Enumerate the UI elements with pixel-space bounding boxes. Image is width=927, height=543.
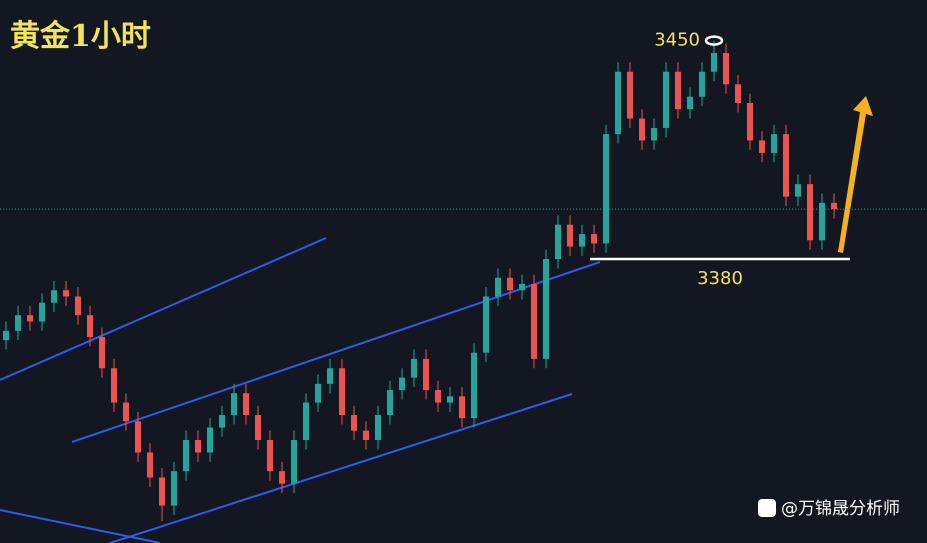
candle-body	[291, 440, 297, 484]
candle-body	[771, 134, 777, 153]
candle-body	[627, 71, 633, 119]
trend-line	[0, 237, 327, 381]
candle-body	[699, 71, 705, 97]
candle-body	[171, 471, 177, 506]
candle-body	[63, 290, 69, 297]
candle-body	[207, 427, 213, 453]
candle-body	[75, 296, 81, 316]
candle-body	[159, 477, 165, 506]
candle-body	[543, 259, 549, 359]
candle-body	[279, 471, 285, 484]
arrow	[838, 96, 873, 253]
candle-body	[255, 415, 261, 441]
candle-body	[663, 71, 669, 128]
candle-body	[15, 315, 21, 331]
candle-body	[711, 53, 717, 72]
trend-line	[71, 261, 601, 443]
candle-body	[807, 184, 813, 241]
trend-line	[0, 509, 161, 543]
candle-body	[795, 184, 801, 197]
candle-body	[507, 277, 513, 291]
candle-body	[219, 415, 225, 428]
candle-body	[567, 224, 573, 247]
candle-body	[675, 71, 681, 110]
candle-body	[339, 368, 345, 416]
candle-body	[615, 71, 621, 135]
candle-body	[819, 202, 825, 241]
candle-body	[147, 452, 153, 478]
watermark: @万锦晟分析师	[758, 499, 900, 519]
candle-body	[579, 234, 585, 247]
candle-body	[195, 440, 201, 453]
candle-body	[411, 358, 417, 378]
candle-body	[87, 315, 93, 338]
candle-body	[831, 202, 837, 210]
candle-body	[135, 421, 141, 453]
candle-body	[315, 383, 321, 403]
candle-body	[375, 415, 381, 441]
peak-label: 3450	[654, 30, 700, 51]
channel-lines	[0, 237, 601, 543]
candle-body	[267, 440, 273, 472]
candle-body	[111, 368, 117, 403]
candle-body	[99, 337, 105, 369]
candle-body	[687, 96, 693, 110]
candle-body	[303, 402, 309, 441]
candle-body	[243, 393, 249, 416]
candle-body	[723, 53, 729, 85]
candle-body	[747, 102, 753, 141]
candle-body	[387, 390, 393, 416]
candle-body	[123, 402, 129, 422]
candle-body	[459, 396, 465, 419]
candle-body	[423, 358, 429, 391]
candle-body	[735, 84, 741, 103]
candle-body	[363, 430, 369, 441]
candle-body	[555, 224, 561, 260]
candle-body	[651, 127, 657, 141]
candle-body	[3, 330, 9, 341]
logo	[758, 499, 776, 517]
support-label: 3380	[697, 268, 743, 289]
watermark-text: @万锦晟分析师	[781, 499, 900, 519]
candle-body	[231, 393, 237, 416]
candle-body	[399, 377, 405, 391]
candle-body	[51, 290, 57, 303]
candle-body	[495, 277, 501, 297]
candle-body	[783, 134, 789, 197]
candle-body	[351, 415, 357, 431]
candle-body	[759, 140, 765, 153]
candle-body	[483, 296, 489, 353]
candle-body	[27, 315, 33, 322]
candle-body	[435, 390, 441, 403]
candle-body	[603, 134, 609, 244]
candle-body	[39, 302, 45, 322]
trend-line	[109, 393, 573, 543]
candle-body	[639, 118, 645, 141]
candle-body	[591, 234, 597, 244]
candle-body	[471, 352, 477, 419]
chart-title: 黄金1小时	[10, 19, 151, 54]
candle-body	[531, 283, 537, 359]
candle-body	[183, 440, 189, 472]
candle-body	[519, 283, 525, 291]
candle-body	[447, 396, 453, 403]
candle-body	[327, 368, 333, 384]
peak-marker	[704, 35, 724, 46]
